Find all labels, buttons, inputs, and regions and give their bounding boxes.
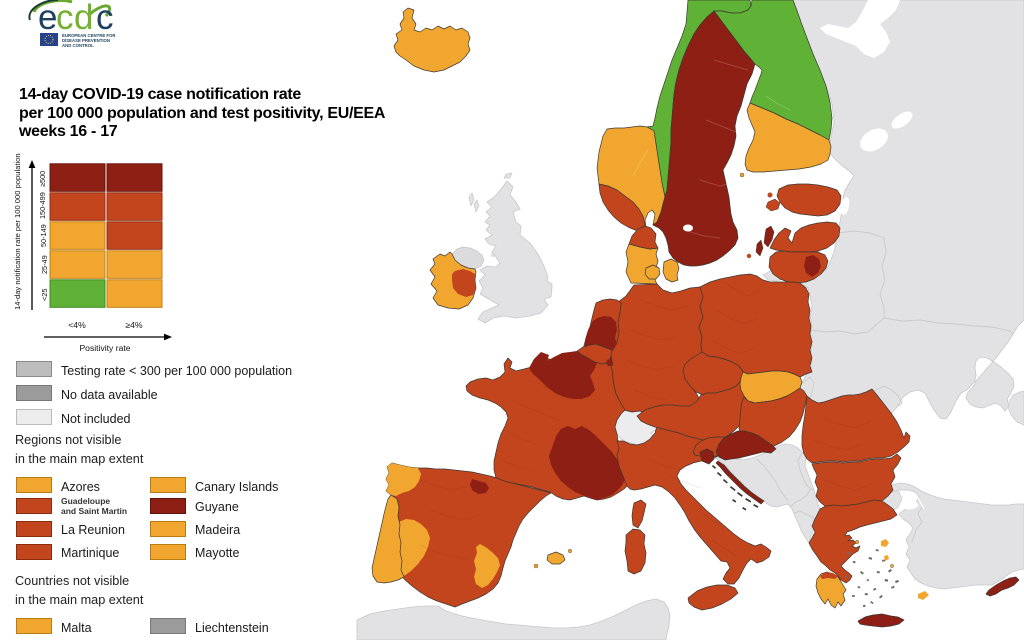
svg-text:c: c [56, 0, 74, 37]
svg-text:50-149: 50-149 [39, 224, 48, 247]
svg-text:c: c [96, 0, 114, 37]
svg-text:DISEASE PREVENTION: DISEASE PREVENTION [62, 38, 110, 43]
svg-text:14-day notification rate per 1: 14-day notification rate per 100 000 pop… [13, 153, 22, 310]
svg-text:≥4%: ≥4% [125, 320, 142, 330]
svg-text:≥500: ≥500 [38, 171, 47, 187]
svg-text:25-49: 25-49 [40, 255, 49, 274]
svg-text:Positivity rate: Positivity rate [79, 343, 130, 353]
svg-text:d: d [74, 0, 93, 37]
svg-text:AND CONTROL: AND CONTROL [62, 43, 94, 48]
svg-text:150-499: 150-499 [38, 192, 47, 219]
svg-text:e: e [38, 0, 57, 37]
svg-text:<25: <25 [40, 289, 49, 301]
svg-text:<4%: <4% [68, 320, 86, 330]
svg-text:EUROPEAN CENTRE FOR: EUROPEAN CENTRE FOR [62, 33, 116, 38]
